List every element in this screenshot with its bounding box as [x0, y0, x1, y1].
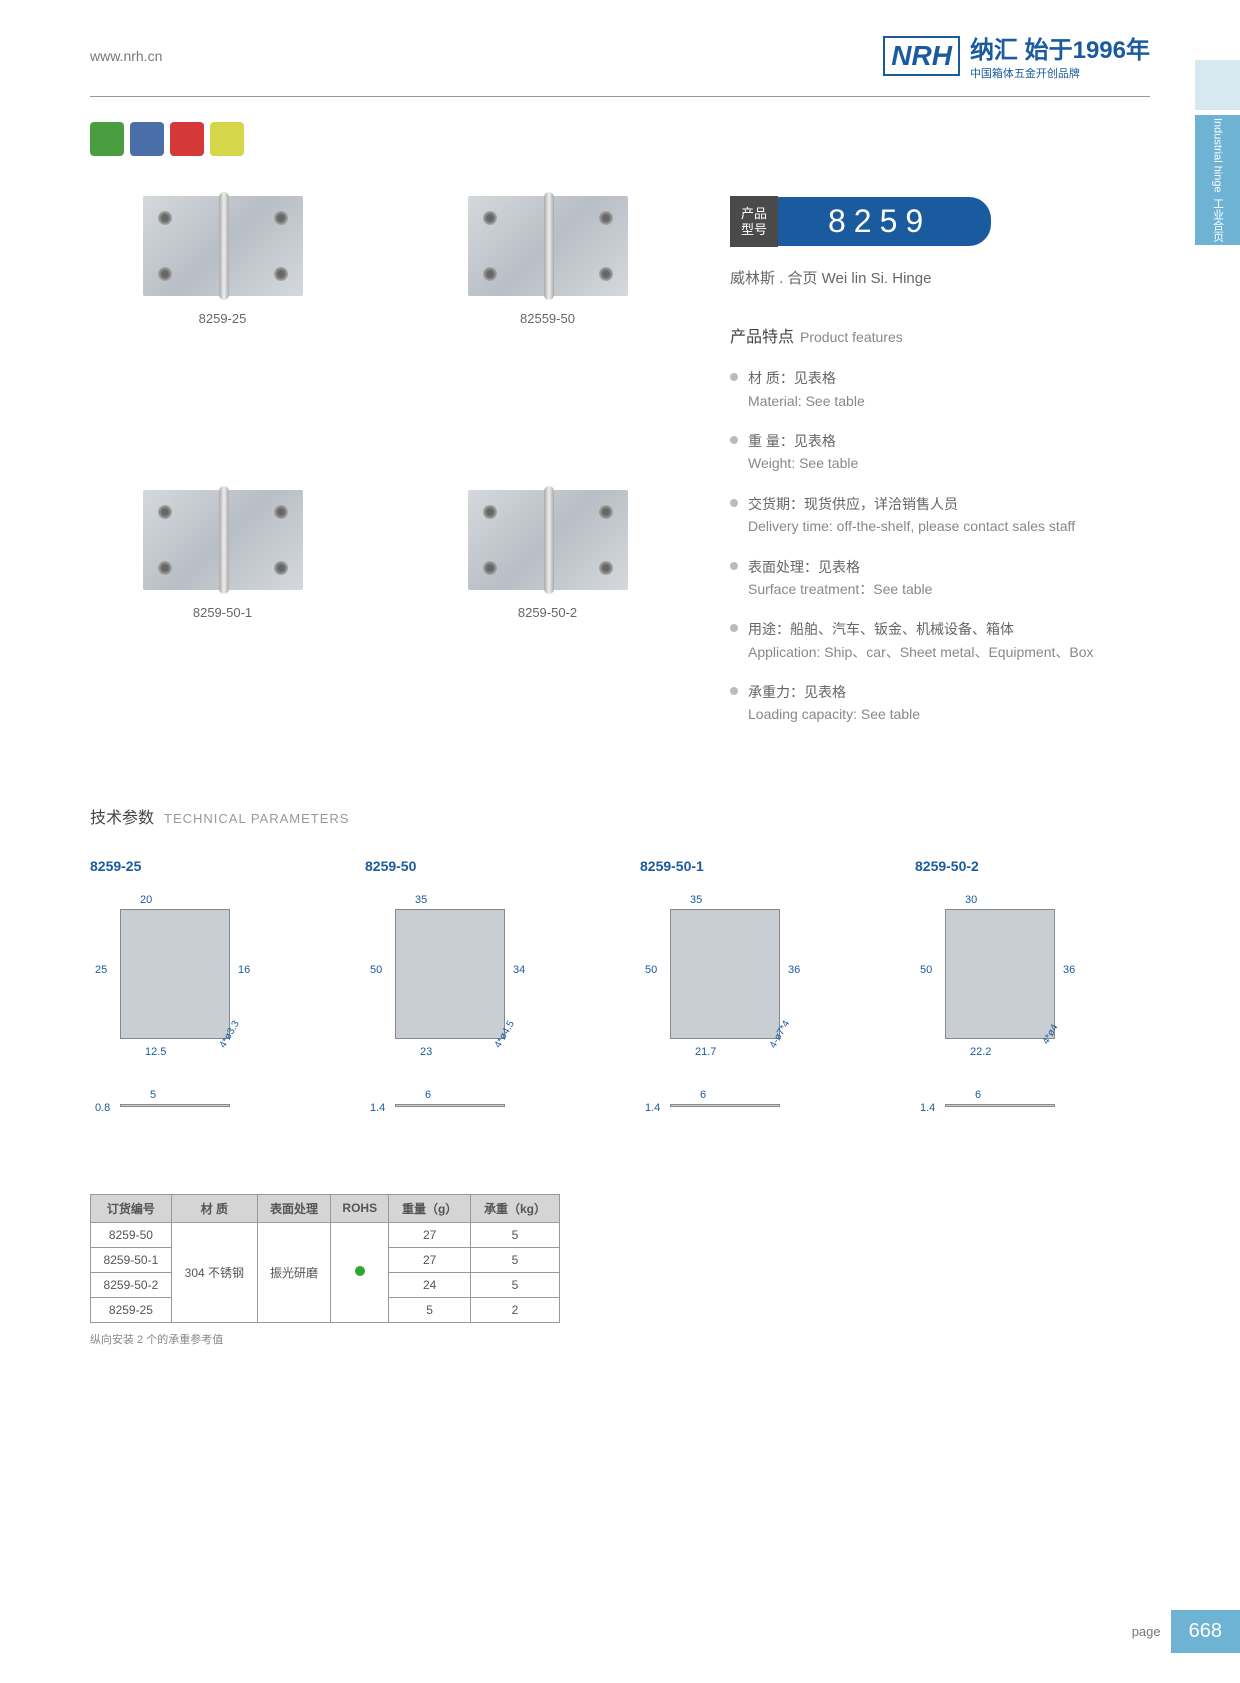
- table-header: ROHS: [331, 1194, 389, 1222]
- spec-table: 订货编号材 质表面处理ROHS重量（g）承重（kg） 8259-50304 不锈…: [90, 1194, 560, 1323]
- feature-item: 重 量：见表格Weight: See table: [730, 430, 1150, 475]
- feature-item: 交货期：现货供应，详洽销售人员Delivery time: off-the-sh…: [730, 493, 1150, 538]
- diagram-label: 8259-50-2: [915, 858, 1150, 874]
- feature-item: 表面处理：见表格Surface treatment：See table: [730, 556, 1150, 601]
- diagram-label: 8259-50-1: [640, 858, 875, 874]
- hinge-image: [468, 196, 628, 296]
- logo-sub: 中国箱体五金开创品牌: [970, 65, 1150, 81]
- rohs-dot-icon: [355, 1266, 365, 1276]
- logo-cn: 纳汇 始于1996年: [970, 30, 1150, 65]
- feature-item: 承重力：见表格Loading capacity: See table: [730, 681, 1150, 726]
- diagram-drawing: 20 25 16 12.5 4*ø3.3 5 0.8: [90, 894, 325, 1154]
- product-item: 8259-50-2: [415, 490, 680, 744]
- model-number: 8259: [778, 197, 991, 246]
- model-label: 产品 型号: [730, 196, 778, 247]
- table-row: 8259-50304 不锈钢振光研磨275: [91, 1222, 560, 1247]
- badge-sus-icon: [210, 122, 244, 156]
- product-item: 82559-50: [415, 196, 680, 450]
- table-header: 订货编号: [91, 1194, 172, 1222]
- features-title: 产品特点Product features: [730, 323, 1150, 347]
- diagram-drawing: 30 50 36 22.2 4*ø4 6 1.4: [915, 894, 1150, 1154]
- footer: page 668: [1132, 1610, 1240, 1653]
- table-header: 重量（g）: [389, 1194, 471, 1222]
- product-grid: 8259-25 82559-50 8259-50-1 8259-50-2: [90, 196, 680, 744]
- diagram: 8259-50-1 35 50 36 21.7 4-ø7*4 6 1.4: [640, 858, 875, 1154]
- model-subtitle: 威林斯 . 合页 Wei lin Si. Hinge: [730, 267, 1150, 288]
- page-number: 668: [1171, 1610, 1240, 1653]
- diagram: 8259-50 35 50 34 23 4*ø4.5 6 1.4: [365, 858, 600, 1154]
- side-tab: Industrial hinge 工业合页: [1195, 115, 1240, 245]
- product-label: 8259-50-1: [90, 605, 355, 620]
- diagram-drawing: 35 50 34 23 4*ø4.5 6 1.4: [365, 894, 600, 1154]
- feature-item: 材 质：见表格Material: See table: [730, 367, 1150, 412]
- badge-blue-icon: [130, 122, 164, 156]
- site-url: www.nrh.cn: [90, 48, 162, 64]
- spec-table-wrap: 订货编号材 质表面处理ROHS重量（g）承重（kg） 8259-50304 不锈…: [90, 1194, 560, 1347]
- badge-green-icon: [90, 122, 124, 156]
- diagram: 8259-25 20 25 16 12.5 4*ø3.3 5 0.8: [90, 858, 325, 1154]
- product-item: 8259-50-1: [90, 490, 355, 744]
- table-header: 承重（kg）: [470, 1194, 559, 1222]
- info-panel: 产品 型号 8259 威林斯 . 合页 Wei lin Si. Hinge 产品…: [730, 196, 1150, 744]
- diagram-label: 8259-50: [365, 858, 600, 874]
- page-label: page: [1132, 1624, 1161, 1639]
- tech-title: 技术参数TECHNICAL PARAMETERS: [90, 804, 1150, 828]
- hinge-image: [143, 196, 303, 296]
- product-label: 82559-50: [415, 311, 680, 326]
- hinge-image: [468, 490, 628, 590]
- hinge-image: [143, 490, 303, 590]
- table-header: 材 质: [171, 1194, 257, 1222]
- table-header: 表面处理: [257, 1194, 330, 1222]
- badge-cad-icon: [170, 122, 204, 156]
- feature-list: 材 质：见表格Material: See table 重 量：见表格Weight:…: [730, 367, 1150, 726]
- product-item: 8259-25: [90, 196, 355, 450]
- diagram: 8259-50-2 30 50 36 22.2 4*ø4 6 1.4: [915, 858, 1150, 1154]
- diagram-label: 8259-25: [90, 858, 325, 874]
- product-label: 8259-50-2: [415, 605, 680, 620]
- side-tab-icon: [1195, 60, 1240, 110]
- feature-item: 用途：船舶、汽车、钣金、机械设备、箱体Application: Ship、car…: [730, 618, 1150, 663]
- diagrams-row: 8259-25 20 25 16 12.5 4*ø3.3 5 0.8 8259-…: [90, 858, 1150, 1154]
- logo-area: NRH 纳汇 始于1996年 中国箱体五金开创品牌: [883, 30, 1150, 81]
- logo: NRH: [883, 36, 960, 76]
- badge-row: [90, 122, 1240, 156]
- diagram-drawing: 35 50 36 21.7 4-ø7*4 6 1.4: [640, 894, 875, 1154]
- product-label: 8259-25: [90, 311, 355, 326]
- table-note: 纵向安装 2 个的承重参考值: [90, 1331, 560, 1347]
